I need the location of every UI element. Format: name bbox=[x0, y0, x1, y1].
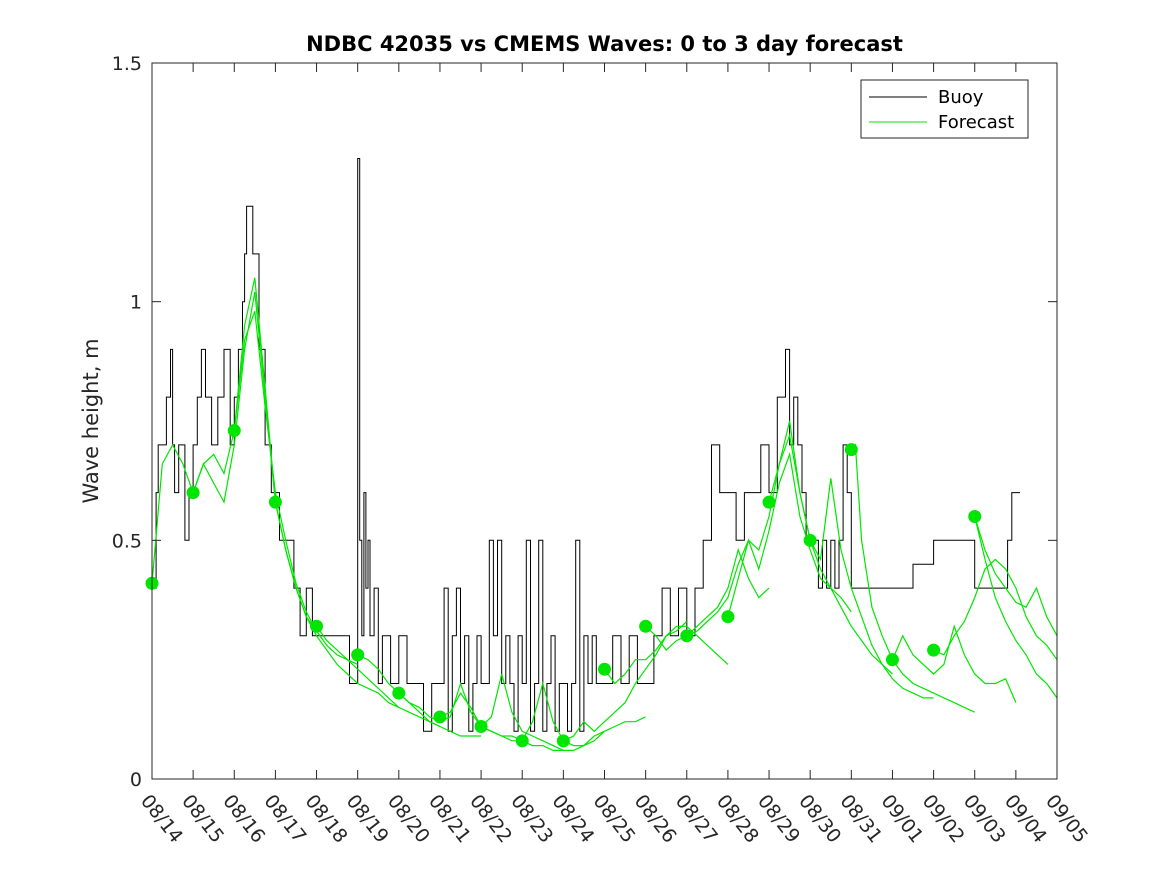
forecast-start-marker bbox=[968, 509, 982, 523]
forecast-line bbox=[768, 432, 893, 675]
legend-label-buoy: Buoy bbox=[938, 87, 984, 108]
y-tick-label: 1 bbox=[130, 292, 142, 314]
forecast-start-marker bbox=[227, 424, 241, 438]
forecast-start-marker bbox=[310, 619, 324, 633]
y-axis: 0 0.5 1 1.5 bbox=[112, 53, 1057, 791]
forecast-start-marker bbox=[474, 719, 488, 733]
y-tick-label: 0 bbox=[130, 769, 142, 791]
forecast-start-marker bbox=[268, 495, 282, 509]
forecast-start-marker bbox=[186, 486, 200, 500]
legend-label-forecast: Forecast bbox=[938, 112, 1014, 133]
forecast-line bbox=[850, 443, 975, 713]
forecast-line bbox=[151, 277, 276, 584]
forecast-start-marker bbox=[639, 619, 653, 633]
plot-area bbox=[152, 63, 1057, 779]
forecast-line bbox=[316, 625, 441, 728]
forecast-start-marker bbox=[885, 653, 899, 667]
forecast-line bbox=[521, 681, 646, 747]
forecast-line bbox=[439, 691, 564, 752]
legend: Buoy Forecast bbox=[860, 79, 1029, 139]
forecast-line bbox=[274, 501, 400, 708]
forecast-line bbox=[233, 310, 358, 665]
forecast-line bbox=[645, 547, 770, 652]
forecast-start-marker bbox=[598, 662, 611, 676]
forecast-start-marker bbox=[762, 495, 776, 509]
chart-title: NDBC 42035 vs CMEMS Waves: 0 to 3 day fo… bbox=[306, 32, 903, 56]
forecast-start-marker bbox=[803, 533, 817, 547]
legend-box bbox=[860, 79, 1029, 139]
forecast-start-marker bbox=[433, 710, 447, 724]
forecast-line bbox=[891, 624, 1017, 703]
y-tick-label: 0.5 bbox=[112, 530, 142, 552]
forecast-start-marker bbox=[556, 734, 570, 748]
buoy-line bbox=[152, 158, 1020, 732]
forecast-start-marker bbox=[844, 443, 858, 457]
forecast-start-marker bbox=[351, 648, 365, 662]
forecast-start-marker bbox=[392, 686, 406, 700]
forecast-start-marker bbox=[927, 643, 941, 657]
forecast-line bbox=[604, 625, 729, 685]
y-tick-label: 1.5 bbox=[112, 53, 142, 75]
forecast-start-marker bbox=[515, 734, 529, 748]
forecast-line bbox=[357, 654, 482, 737]
forecast-start-marker bbox=[680, 629, 694, 643]
forecast-start-marker bbox=[721, 610, 735, 624]
y-axis-label: Wave height, m bbox=[79, 338, 103, 503]
forecast-line bbox=[974, 516, 1058, 637]
forecast-line bbox=[933, 558, 1058, 661]
forecast-line bbox=[974, 516, 1058, 699]
buoy-series-group bbox=[152, 158, 1020, 732]
forecast-series-group bbox=[151, 277, 1058, 752]
forecast-line bbox=[809, 478, 934, 699]
initial-markers-group bbox=[145, 424, 982, 748]
